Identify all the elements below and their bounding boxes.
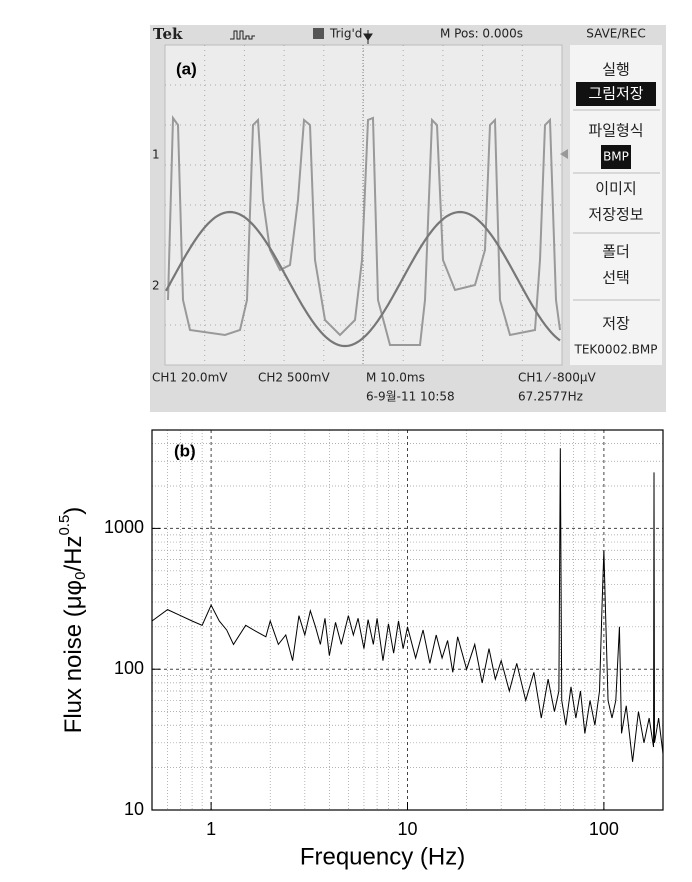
menu-item: 파일형식 bbox=[588, 122, 643, 140]
plot-frame bbox=[151, 429, 664, 811]
channel-marker: 2 bbox=[152, 279, 160, 293]
y-axis-label-part: ) bbox=[60, 507, 87, 515]
y-tick-label: 10 bbox=[124, 799, 144, 819]
position: M Pos: 0.000s bbox=[440, 27, 523, 41]
menu-item: 그림저장 bbox=[588, 85, 643, 103]
menu-item: 폴더 bbox=[602, 243, 630, 261]
panel-label: (a) bbox=[176, 59, 197, 78]
date: 6-9월-11 10:58 bbox=[366, 390, 455, 404]
y-tick-label: 100 bbox=[114, 658, 144, 678]
x-tick-label: 100 bbox=[589, 819, 619, 839]
menu-item: BMP bbox=[603, 150, 629, 164]
plot-area bbox=[152, 430, 663, 810]
trigger-arrow bbox=[363, 30, 373, 44]
trigger-level: CH1 ⁄ -800μV bbox=[518, 371, 597, 385]
menu-item: 이미지 bbox=[595, 180, 636, 198]
menu-item: 실행 bbox=[602, 61, 630, 79]
ch1-scale: CH1 20.0mV bbox=[152, 371, 228, 385]
y-axis-label-part: 0.5 bbox=[56, 515, 73, 536]
ch1-trace bbox=[167, 114, 561, 346]
x-tick-label: 10 bbox=[397, 819, 417, 839]
y-axis-label: Flux noise (μφ0/Hz0.5) bbox=[56, 507, 89, 734]
brand: Tek bbox=[153, 25, 183, 43]
menu-item: 저장정보 bbox=[588, 206, 643, 224]
frequency: 67.2577Hz bbox=[518, 390, 583, 404]
menu-item: 저장 bbox=[602, 315, 630, 333]
x-tick-label: 1 bbox=[206, 819, 216, 839]
chart: 1 10 100 10 100 1000 (b) Frequency (Hz) Flux noi… bbox=[56, 429, 664, 870]
menu-item: TEK0002.BMP bbox=[574, 343, 658, 357]
ch2-trace bbox=[165, 210, 561, 348]
ch2-scale: CH2 500mV bbox=[258, 371, 330, 385]
x-axis-label: Frequency (Hz) bbox=[300, 843, 465, 870]
menu-highlight bbox=[601, 145, 631, 169]
channel-marker: 1 bbox=[152, 148, 160, 162]
timebase: M 10.0ms bbox=[366, 371, 425, 385]
menu-title: SAVE/REC bbox=[586, 27, 645, 41]
menu-item: 선택 bbox=[602, 269, 630, 287]
y-tick-label: 1000 bbox=[104, 517, 144, 537]
trigger-status: Trig'd bbox=[329, 27, 362, 41]
trigger-level-marker bbox=[560, 149, 568, 159]
data-line bbox=[151, 448, 664, 762]
menu-highlight bbox=[576, 82, 656, 106]
panel-label: (b) bbox=[174, 441, 196, 460]
y-axis-label-part: 0 bbox=[72, 572, 89, 580]
y-axis-label-part: /Hz bbox=[60, 536, 87, 572]
trigger-icon bbox=[230, 30, 255, 40]
trigger-box bbox=[313, 28, 324, 39]
y-axis-label-part: Flux noise (μφ bbox=[60, 580, 87, 733]
oscilloscope-panel: Tek Trig'd M Pos: 0.000s SAVE/REC (a) 1 … bbox=[150, 25, 666, 412]
